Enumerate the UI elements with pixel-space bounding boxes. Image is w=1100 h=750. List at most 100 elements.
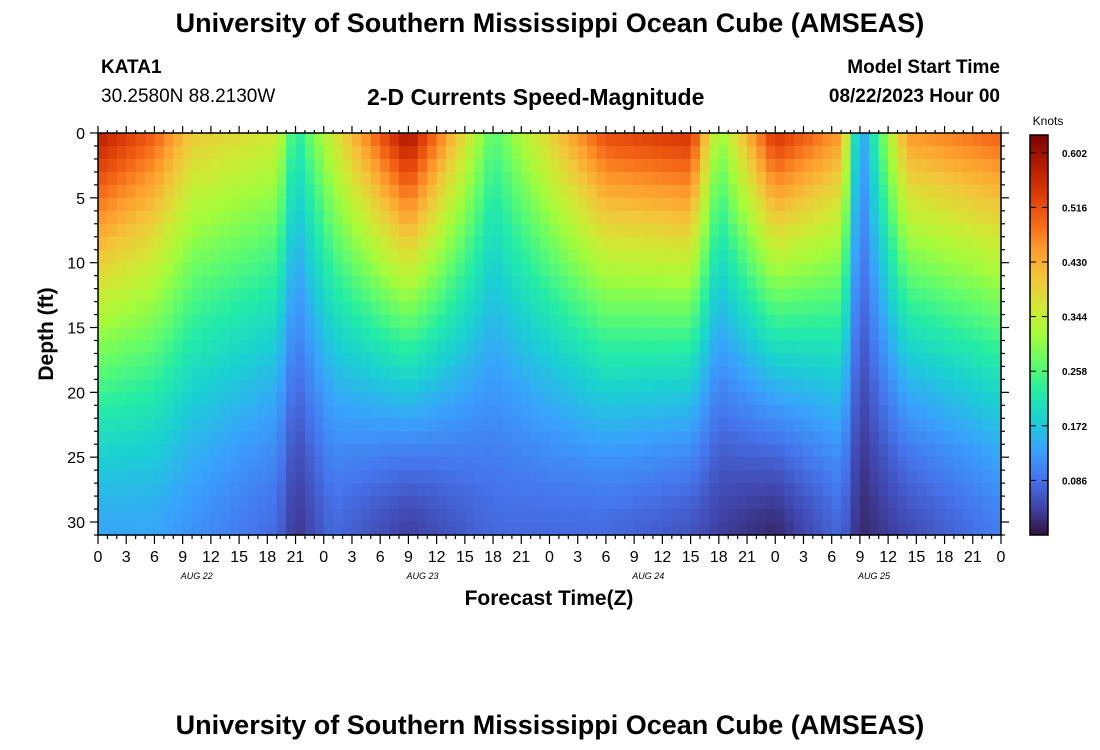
heatmap-cell [464, 496, 475, 510]
heatmap-cell [897, 145, 908, 160]
heatmap-cell [380, 249, 391, 264]
heatmap-cell [765, 431, 776, 445]
heatmap-cell [605, 340, 616, 355]
heatmap-cell [464, 158, 475, 173]
heatmap-cell [436, 418, 447, 432]
heatmap-cell [135, 392, 146, 406]
heatmap-cell [643, 158, 654, 173]
heatmap-cell [803, 444, 814, 458]
x-tick-label: 15 [456, 549, 474, 566]
heatmap-cell [831, 236, 842, 251]
heatmap-cell [587, 522, 598, 536]
heatmap-cell [747, 262, 758, 277]
heatmap-cell [709, 418, 720, 432]
heatmap-cell [201, 301, 212, 316]
heatmap-cell [314, 327, 325, 342]
heatmap-cell [314, 483, 325, 497]
heatmap-cell [850, 340, 861, 355]
heatmap-cell [408, 197, 419, 212]
heatmap-cell [333, 171, 344, 186]
heatmap-cell [323, 457, 334, 471]
x-tick-label: 3 [348, 549, 357, 566]
heatmap-cell [718, 457, 729, 471]
heatmap-cell [916, 379, 927, 393]
heatmap-cell [662, 483, 673, 497]
heatmap-cell [803, 431, 814, 445]
heatmap-cell [906, 457, 917, 471]
heatmap-cell [737, 379, 748, 393]
heatmap-cell [342, 236, 353, 251]
heatmap-cell [154, 158, 165, 173]
heatmap-cell [351, 340, 362, 355]
heatmap-cell [408, 314, 419, 329]
heatmap-cell [248, 275, 259, 290]
heatmap-cell [493, 288, 504, 303]
heatmap-cell [953, 405, 964, 419]
heatmap-cell [314, 340, 325, 355]
heatmap-cell [98, 522, 109, 536]
heatmap-cell [380, 340, 391, 355]
heatmap-cell [389, 340, 400, 355]
date-label: AUG 22 [180, 571, 213, 581]
heatmap-cell [323, 314, 334, 329]
heatmap-cell [812, 171, 823, 186]
heatmap-cell [540, 223, 551, 238]
heatmap-cell [399, 496, 410, 510]
heatmap-cell [605, 444, 616, 458]
heatmap-cell [201, 496, 212, 510]
heatmap-cell [427, 223, 438, 238]
heatmap-cell [267, 457, 278, 471]
heatmap-cell [521, 145, 532, 160]
heatmap-cell [417, 366, 428, 380]
heatmap-cell [107, 431, 118, 445]
heatmap-cell [568, 496, 579, 510]
heatmap-cell [897, 171, 908, 186]
heatmap-cell [765, 158, 776, 173]
chart-title: University of Southern Mississippi Ocean… [175, 8, 925, 38]
heatmap-cell [304, 262, 315, 277]
heatmap-cell [728, 158, 739, 173]
heatmap-cell [897, 470, 908, 484]
heatmap-cell [154, 133, 165, 147]
heatmap-cell [558, 288, 569, 303]
heatmap-cell [342, 249, 353, 264]
heatmap-cell [455, 288, 466, 303]
heatmap-cell [822, 483, 833, 497]
heatmap-cell [906, 223, 917, 238]
heatmap-cell [681, 275, 692, 290]
heatmap-cell [116, 379, 127, 393]
heatmap-cell [286, 288, 297, 303]
heatmap-cell [624, 522, 635, 536]
heatmap-cell [380, 509, 391, 523]
heatmap-cell [154, 314, 165, 329]
heatmap-cell [98, 223, 109, 238]
heatmap-cell [107, 171, 118, 186]
heatmap-cell [464, 405, 475, 419]
heatmap-cell [718, 405, 729, 419]
heatmap-cell [351, 314, 362, 329]
heatmap-cell [145, 236, 156, 251]
heatmap-cell [427, 133, 438, 147]
heatmap-cell [615, 353, 626, 368]
heatmap-cell [417, 405, 428, 419]
heatmap-cell [229, 405, 240, 419]
heatmap-cell [822, 496, 833, 510]
heatmap-cell [812, 340, 823, 355]
heatmap-cell [690, 223, 701, 238]
heatmap-cell [841, 470, 852, 484]
heatmap-cell [831, 275, 842, 290]
heatmap-cell [417, 133, 428, 147]
heatmap-cell [474, 457, 485, 471]
x-tick-label: 0 [545, 549, 554, 566]
heatmap-cell [389, 210, 400, 225]
heatmap-cell [944, 288, 955, 303]
heatmap-cell [182, 301, 193, 316]
heatmap-cell [605, 197, 616, 212]
heatmap-cell [361, 353, 372, 368]
heatmap-cell [135, 509, 146, 523]
heatmap-cell [351, 379, 362, 393]
date-label: AUG 25 [857, 571, 891, 581]
heatmap-cell [436, 197, 447, 212]
heatmap-cell [549, 275, 560, 290]
heatmap-cell [596, 457, 607, 471]
